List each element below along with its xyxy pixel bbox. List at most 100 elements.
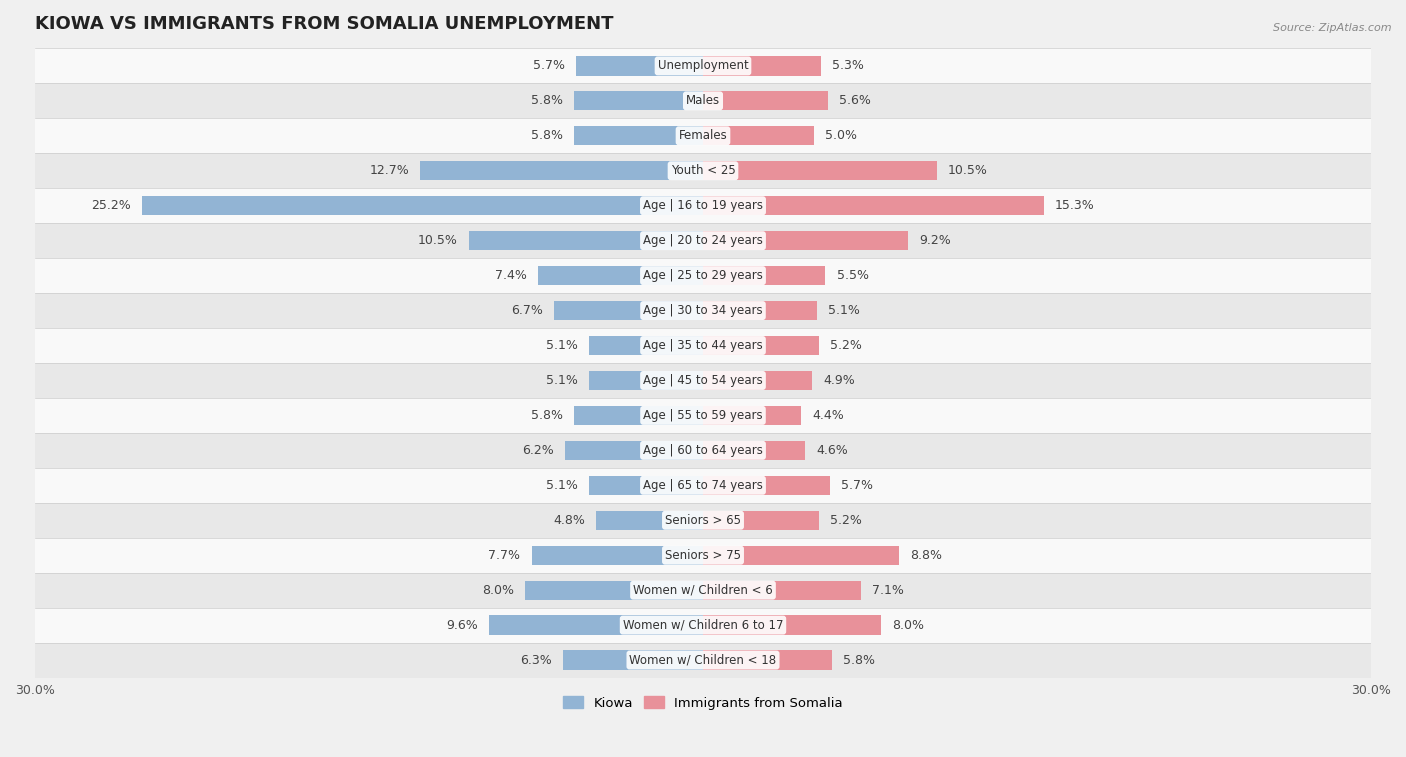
Text: Women w/ Children 6 to 17: Women w/ Children 6 to 17 xyxy=(623,618,783,631)
Bar xyxy=(35,608,1371,643)
Text: 6.2%: 6.2% xyxy=(522,444,554,457)
Bar xyxy=(35,153,1371,188)
Text: 5.8%: 5.8% xyxy=(530,409,562,422)
Text: Women w/ Children < 18: Women w/ Children < 18 xyxy=(630,653,776,667)
Bar xyxy=(703,126,814,145)
Bar xyxy=(35,258,1371,293)
Text: 12.7%: 12.7% xyxy=(370,164,409,177)
Text: 10.5%: 10.5% xyxy=(948,164,988,177)
Text: 7.4%: 7.4% xyxy=(495,269,527,282)
Bar xyxy=(420,161,703,180)
Text: Seniors > 75: Seniors > 75 xyxy=(665,549,741,562)
Text: Seniors > 65: Seniors > 65 xyxy=(665,514,741,527)
Bar xyxy=(565,441,703,460)
Text: Age | 35 to 44 years: Age | 35 to 44 years xyxy=(643,339,763,352)
Text: 9.6%: 9.6% xyxy=(446,618,478,631)
Text: 5.1%: 5.1% xyxy=(547,478,578,492)
Text: 5.7%: 5.7% xyxy=(533,59,565,73)
Text: 8.0%: 8.0% xyxy=(482,584,513,597)
Text: 5.8%: 5.8% xyxy=(844,653,876,667)
Bar xyxy=(35,118,1371,153)
Bar xyxy=(35,83,1371,118)
Text: 5.1%: 5.1% xyxy=(547,374,578,387)
Bar xyxy=(703,196,1043,215)
Bar xyxy=(703,546,898,565)
Bar xyxy=(554,301,703,320)
Bar xyxy=(703,56,821,76)
Bar xyxy=(562,650,703,670)
Bar xyxy=(35,363,1371,398)
Text: 5.1%: 5.1% xyxy=(547,339,578,352)
Text: 5.6%: 5.6% xyxy=(839,95,870,107)
Text: 9.2%: 9.2% xyxy=(920,234,950,247)
Bar xyxy=(589,336,703,355)
Text: Age | 20 to 24 years: Age | 20 to 24 years xyxy=(643,234,763,247)
Text: 8.0%: 8.0% xyxy=(893,618,924,631)
Text: 7.7%: 7.7% xyxy=(488,549,520,562)
Text: 5.1%: 5.1% xyxy=(828,304,859,317)
Text: Age | 60 to 64 years: Age | 60 to 64 years xyxy=(643,444,763,457)
Text: Males: Males xyxy=(686,95,720,107)
Bar xyxy=(35,468,1371,503)
Bar xyxy=(142,196,703,215)
Bar xyxy=(703,511,818,530)
Text: 25.2%: 25.2% xyxy=(91,199,131,212)
Text: 5.5%: 5.5% xyxy=(837,269,869,282)
Text: 7.1%: 7.1% xyxy=(872,584,904,597)
Bar xyxy=(576,56,703,76)
Text: Age | 65 to 74 years: Age | 65 to 74 years xyxy=(643,478,763,492)
Bar xyxy=(589,371,703,390)
Text: Age | 55 to 59 years: Age | 55 to 59 years xyxy=(643,409,763,422)
Text: 4.8%: 4.8% xyxy=(553,514,585,527)
Bar xyxy=(574,126,703,145)
Bar xyxy=(703,406,801,425)
Bar xyxy=(531,546,703,565)
Text: 10.5%: 10.5% xyxy=(418,234,458,247)
Bar xyxy=(35,503,1371,537)
Bar xyxy=(703,475,830,495)
Bar xyxy=(35,223,1371,258)
Bar xyxy=(703,161,936,180)
Text: 6.7%: 6.7% xyxy=(510,304,543,317)
Bar xyxy=(703,581,860,600)
Text: Women w/ Children < 6: Women w/ Children < 6 xyxy=(633,584,773,597)
Text: Age | 16 to 19 years: Age | 16 to 19 years xyxy=(643,199,763,212)
Bar xyxy=(35,48,1371,83)
Bar xyxy=(703,231,908,251)
Text: 15.3%: 15.3% xyxy=(1054,199,1095,212)
Bar xyxy=(35,328,1371,363)
Bar xyxy=(703,441,806,460)
Bar xyxy=(35,188,1371,223)
Text: 4.9%: 4.9% xyxy=(824,374,855,387)
Bar xyxy=(35,537,1371,572)
Text: 4.4%: 4.4% xyxy=(813,409,844,422)
Text: 5.0%: 5.0% xyxy=(825,129,858,142)
Bar xyxy=(574,406,703,425)
Bar xyxy=(703,650,832,670)
Text: 5.3%: 5.3% xyxy=(832,59,865,73)
Bar xyxy=(703,371,813,390)
Text: 5.8%: 5.8% xyxy=(530,95,562,107)
Bar xyxy=(703,615,882,634)
Text: 5.2%: 5.2% xyxy=(830,339,862,352)
Text: Females: Females xyxy=(679,129,727,142)
Bar xyxy=(35,433,1371,468)
Bar xyxy=(589,475,703,495)
Text: Source: ZipAtlas.com: Source: ZipAtlas.com xyxy=(1274,23,1392,33)
Text: 8.8%: 8.8% xyxy=(910,549,942,562)
Bar xyxy=(470,231,703,251)
Legend: Kiowa, Immigrants from Somalia: Kiowa, Immigrants from Somalia xyxy=(558,691,848,715)
Bar xyxy=(35,398,1371,433)
Text: Age | 30 to 34 years: Age | 30 to 34 years xyxy=(643,304,763,317)
Bar xyxy=(35,572,1371,608)
Text: 5.2%: 5.2% xyxy=(830,514,862,527)
Text: 4.6%: 4.6% xyxy=(817,444,848,457)
Bar xyxy=(703,301,817,320)
Bar xyxy=(524,581,703,600)
Text: KIOWA VS IMMIGRANTS FROM SOMALIA UNEMPLOYMENT: KIOWA VS IMMIGRANTS FROM SOMALIA UNEMPLO… xyxy=(35,15,613,33)
Bar xyxy=(538,266,703,285)
Bar xyxy=(596,511,703,530)
Bar xyxy=(703,92,828,111)
Bar xyxy=(574,92,703,111)
Text: Age | 25 to 29 years: Age | 25 to 29 years xyxy=(643,269,763,282)
